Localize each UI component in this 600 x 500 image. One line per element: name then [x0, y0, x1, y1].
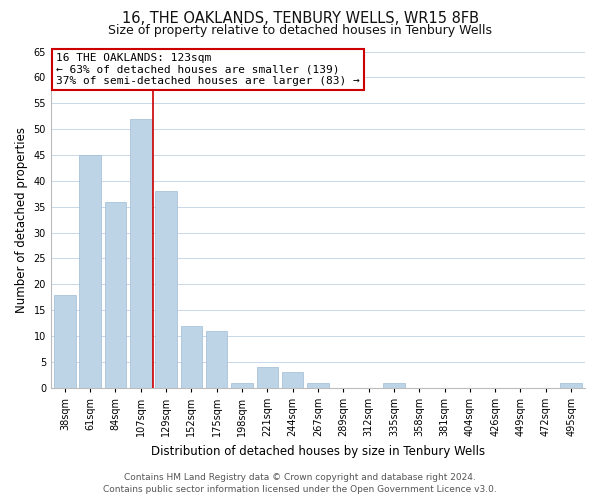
- Bar: [307, 382, 329, 388]
- Text: 16 THE OAKLANDS: 123sqm
← 63% of detached houses are smaller (139)
37% of semi-d: 16 THE OAKLANDS: 123sqm ← 63% of detache…: [56, 53, 360, 86]
- Bar: [383, 382, 404, 388]
- Text: Contains HM Land Registry data © Crown copyright and database right 2024.
Contai: Contains HM Land Registry data © Crown c…: [103, 472, 497, 494]
- X-axis label: Distribution of detached houses by size in Tenbury Wells: Distribution of detached houses by size …: [151, 444, 485, 458]
- Bar: [105, 202, 126, 388]
- Text: Size of property relative to detached houses in Tenbury Wells: Size of property relative to detached ho…: [108, 24, 492, 37]
- Bar: [181, 326, 202, 388]
- Bar: [54, 294, 76, 388]
- Bar: [282, 372, 304, 388]
- Bar: [206, 331, 227, 388]
- Bar: [130, 119, 152, 388]
- Bar: [257, 367, 278, 388]
- Bar: [560, 382, 582, 388]
- Bar: [79, 155, 101, 388]
- Bar: [231, 382, 253, 388]
- Y-axis label: Number of detached properties: Number of detached properties: [15, 126, 28, 312]
- Bar: [155, 191, 177, 388]
- Text: 16, THE OAKLANDS, TENBURY WELLS, WR15 8FB: 16, THE OAKLANDS, TENBURY WELLS, WR15 8F…: [121, 11, 479, 26]
